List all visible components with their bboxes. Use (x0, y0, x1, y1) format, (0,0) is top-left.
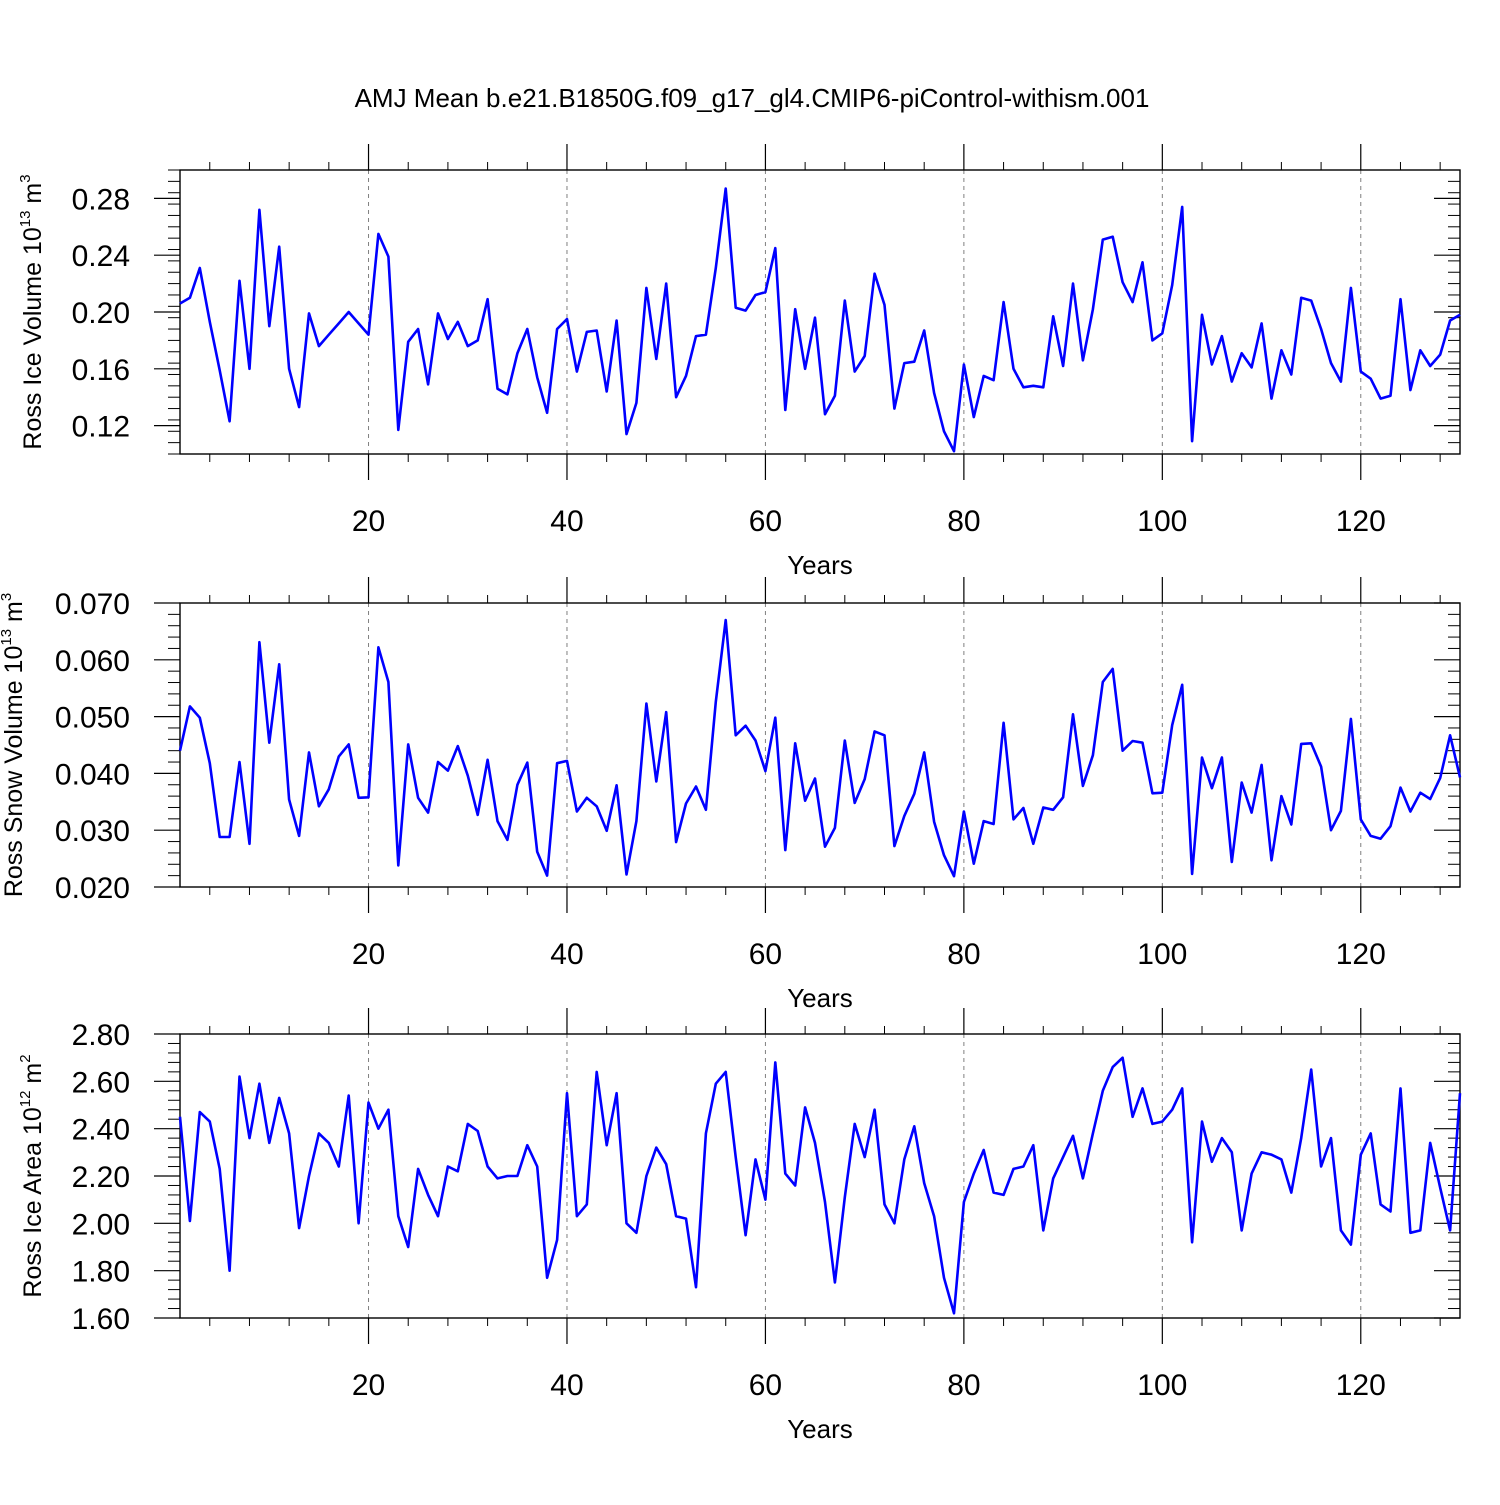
chart-panel-1: 20 40 60 80 100 120 0.12 0.16 0.20 0.24 0.28 Years R… (17, 144, 1461, 580)
series-line (178, 618, 1462, 878)
y-tick-label: 0.12 (72, 411, 130, 444)
x-tick-label: 120 (1336, 938, 1386, 971)
y-tick-label: 2.20 (72, 1161, 130, 1194)
x-axis-label: Years (787, 1414, 853, 1444)
y-tick-label: 0.020 (55, 872, 130, 905)
x-tick-label: 80 (947, 505, 980, 538)
chart-panel-3: 20 40 60 80 100 120 1.60 1.80 2.00 2.20 2.40 2.60 2.… (17, 1008, 1462, 1444)
x-tick-label: 40 (550, 1369, 583, 1402)
y-axis-label: Ross Snow Volume 1013 m3 (0, 593, 28, 897)
x-tick-label: 120 (1336, 505, 1386, 538)
y-axis-label: Ross Ice Area 1012 m2 (17, 1054, 47, 1297)
y-tick-label: 0.28 (72, 183, 130, 216)
y-tick-label: 1.80 (72, 1256, 130, 1289)
series-line (179, 187, 1461, 453)
y-tick-label: 0.050 (55, 702, 130, 735)
plot-frame (179, 169, 1461, 455)
y-tick-label: 0.070 (55, 588, 130, 621)
y-tick-label: 2.60 (72, 1066, 130, 1099)
x-tick-label: 100 (1137, 505, 1187, 538)
x-tick-label: 80 (947, 1369, 980, 1402)
x-tick-label: 40 (550, 938, 583, 971)
x-tick-label: 60 (749, 1369, 782, 1402)
y-tick-label: 0.20 (72, 297, 130, 330)
x-tick-label: 60 (749, 938, 782, 971)
x-tick-label: 100 (1137, 1369, 1187, 1402)
y-tick-label: 1.60 (72, 1303, 130, 1336)
x-tick-label: 80 (947, 938, 980, 971)
y-axis-label: Ross Ice Volume 1013 m3 (17, 174, 47, 449)
y-tick-label: 2.00 (72, 1208, 130, 1241)
x-tick-label: 20 (352, 1369, 385, 1402)
x-tick-label: 40 (550, 505, 583, 538)
plot-frame (179, 1033, 1461, 1319)
figure-title: AMJ Mean b.e21.B1850G.f09_g17_gl4.CMIP6-… (355, 83, 1150, 113)
x-tick-label: 100 (1137, 938, 1187, 971)
x-tick-label: 20 (352, 938, 385, 971)
y-tick-label: 0.24 (72, 240, 130, 273)
y-tick-label: 2.80 (72, 1019, 130, 1052)
y-tick-label: 0.16 (72, 354, 130, 387)
y-tick-label: 0.030 (55, 815, 130, 848)
panels: 20 40 60 80 100 120 0.12 0.16 0.20 0.24 0.28 Years R… (0, 144, 1462, 1444)
y-tick-label: 2.40 (72, 1114, 130, 1147)
x-axis-label: Years (787, 983, 853, 1013)
chart-panel-2: 20 40 60 80 100 120 0.020 0.030 0.040 0.050 0.060 0… (0, 577, 1462, 1013)
series-line (178, 1056, 1462, 1315)
x-tick-label: 60 (749, 505, 782, 538)
x-axis-label: Years (787, 550, 853, 580)
x-tick-label: 120 (1336, 1369, 1386, 1402)
y-tick-label: 0.060 (55, 645, 130, 678)
y-tick-label: 0.040 (55, 758, 130, 791)
x-tick-label: 20 (352, 505, 385, 538)
